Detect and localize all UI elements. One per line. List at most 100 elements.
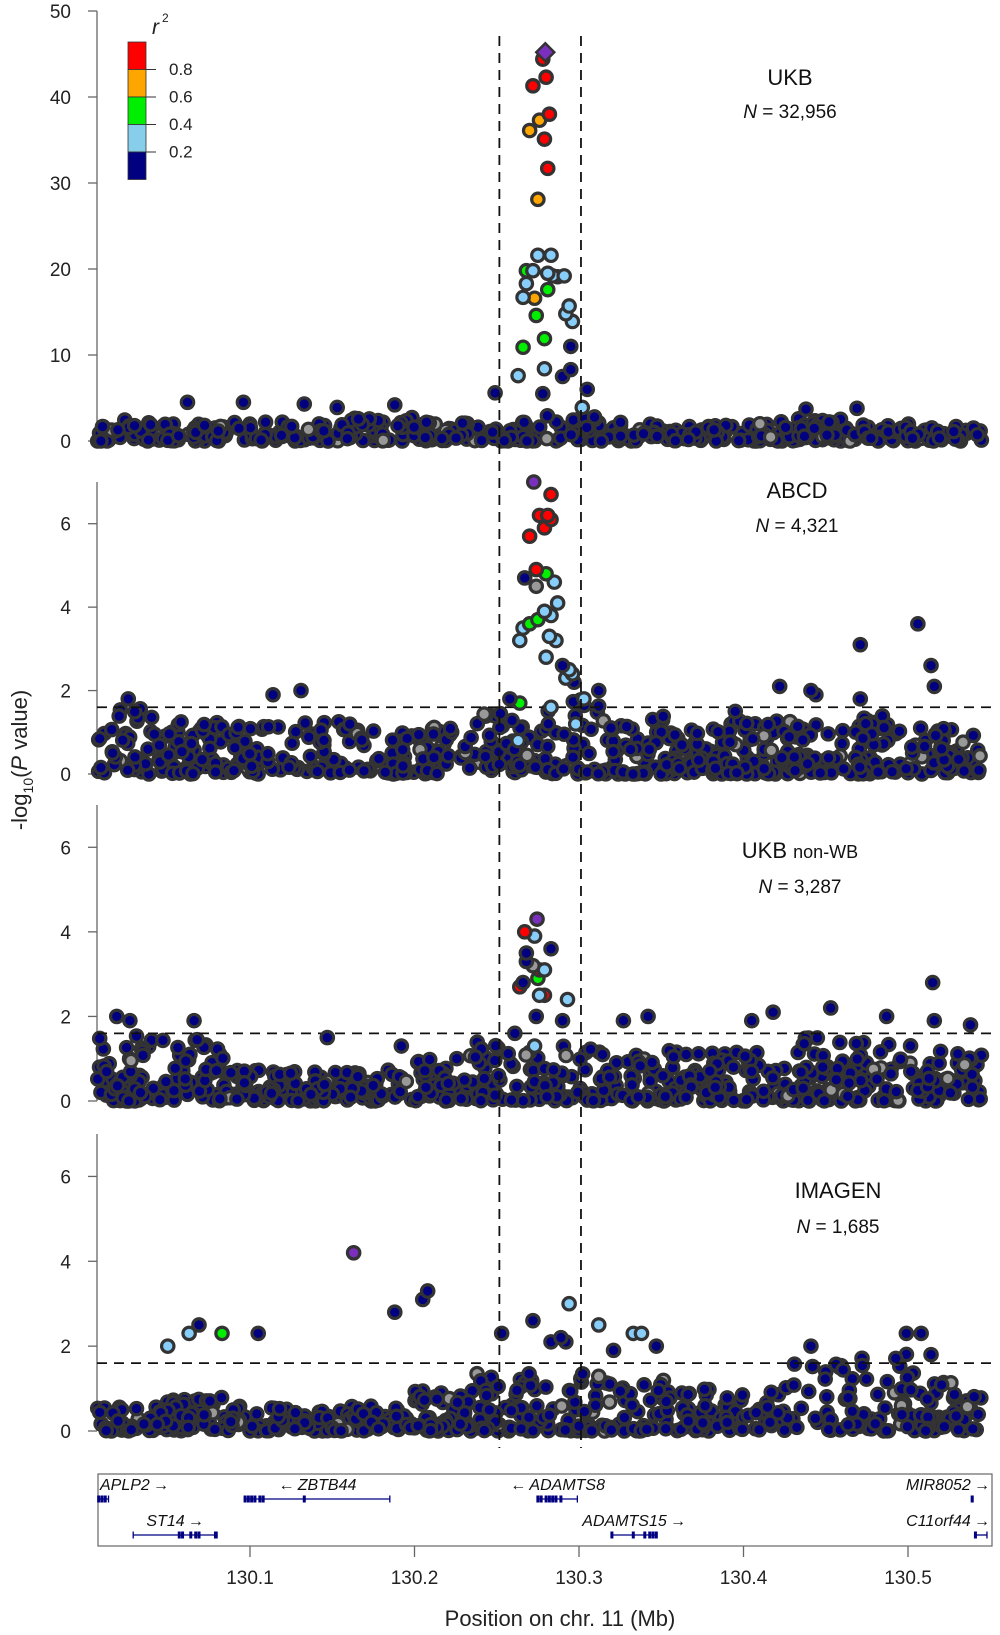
snp-point (601, 1394, 618, 1410)
snp-point (921, 1070, 937, 1087)
snp-point-lightblue (511, 632, 528, 649)
snp-point (126, 703, 143, 720)
snp-point (933, 741, 950, 757)
snp-point (932, 1043, 949, 1060)
gene-track: APLP2 → ← ZBTB44 ← ADAMTS8 MIR8052 → ST14 → A… (97, 1477, 990, 1539)
snp-point-navy (923, 1346, 939, 1363)
snp-point (98, 1422, 115, 1439)
snp-point (820, 726, 836, 742)
snp-point-navy (386, 1304, 403, 1320)
snp-point (858, 1371, 875, 1387)
gene-exon (302, 1495, 306, 1503)
snp-point-navy (502, 691, 518, 707)
snp-point-lightblue (515, 289, 531, 306)
snp-point (804, 1358, 821, 1375)
snp-point (119, 762, 136, 779)
snp-point (287, 1420, 303, 1437)
snp-point (912, 720, 929, 736)
snp-point (545, 1062, 562, 1078)
snp-point (476, 706, 492, 722)
snp-point (539, 738, 556, 755)
snp-point (795, 1080, 811, 1097)
snp-point (678, 1089, 694, 1106)
snp-point (236, 1075, 253, 1091)
snp-point (410, 1418, 426, 1434)
gene-aplp2: APLP2 → (97, 1477, 169, 1503)
snp-point (170, 428, 187, 444)
snp-point (586, 409, 603, 425)
snp-point (309, 763, 326, 780)
snp-point (876, 719, 892, 736)
x-tick-label: 130.5 (884, 1568, 932, 1589)
snp-point-lightblue (541, 628, 558, 645)
snp-point (603, 720, 619, 736)
snp-point-navy (518, 945, 535, 961)
snp-point (667, 432, 684, 449)
snp-point (273, 427, 290, 444)
snp-point (260, 745, 276, 762)
gene-exon (177, 1531, 181, 1539)
gene-exon (250, 1495, 254, 1503)
snp-point (509, 1382, 525, 1399)
snp-point (690, 1045, 707, 1062)
snp-point (883, 1066, 899, 1082)
snp-point (931, 430, 948, 446)
y-axis-title-sub: 10 (20, 778, 36, 794)
snp-point-navy (186, 1012, 202, 1029)
gene-label: ← ADAMTS8 (510, 1477, 605, 1494)
snp-point (365, 1077, 381, 1094)
gene-exon (213, 1531, 217, 1539)
snp-point (590, 698, 607, 714)
snp-point (121, 1093, 137, 1109)
y-tick-label: 0 (60, 1092, 71, 1113)
sample-size-value: = 1,685 (810, 1217, 879, 1238)
snp-point (574, 1366, 591, 1382)
snp-point (796, 428, 813, 445)
snp-point (622, 741, 639, 758)
snp-point (697, 1398, 713, 1414)
snp-point (587, 1397, 604, 1414)
snp-point (196, 1407, 212, 1423)
snp-point-navy (515, 974, 531, 991)
snp-point (531, 419, 548, 435)
snp-point (103, 721, 120, 738)
highlighted-points (159, 1245, 939, 1363)
snp-point (707, 760, 724, 777)
snp-point-grey (528, 578, 545, 595)
background-points (89, 1028, 990, 1109)
snp-point (140, 432, 157, 448)
legend-title-superscript: 2 (162, 11, 169, 25)
snp-point-navy (852, 636, 869, 653)
gene-exon (973, 1531, 977, 1539)
snp-point (315, 423, 332, 439)
snp-point-navy (487, 385, 503, 401)
snp-point-navy (926, 1012, 943, 1029)
snp-point (787, 762, 803, 779)
snp-point (583, 1423, 600, 1439)
snp-point (678, 1046, 694, 1063)
snp-point (93, 433, 109, 449)
gene-label: APLP2 → (99, 1477, 169, 1494)
snp-point (94, 418, 111, 435)
lead-snp-marker (345, 1245, 362, 1261)
snp-point (429, 765, 445, 782)
snp-point (158, 1073, 174, 1090)
y-axis-title: -log10(P value) (7, 690, 36, 830)
snp-point (888, 1350, 904, 1367)
snp-point (185, 765, 201, 782)
snp-point (603, 1422, 620, 1438)
snp-point-navy (924, 974, 941, 991)
snp-point (870, 764, 886, 780)
snp-point-lightblue (536, 603, 553, 620)
snp-point (456, 1072, 473, 1088)
snp-point (816, 1093, 833, 1109)
gene-exon (243, 1495, 247, 1503)
gene-exon (551, 1495, 555, 1503)
y-tick-label: 2 (60, 682, 71, 703)
legend-swatch (127, 96, 147, 125)
snp-point-lightblue (549, 595, 566, 611)
snp-point (641, 741, 658, 758)
snp-point (793, 1064, 809, 1080)
snp-point (290, 1093, 306, 1109)
snp-point (658, 1393, 675, 1410)
